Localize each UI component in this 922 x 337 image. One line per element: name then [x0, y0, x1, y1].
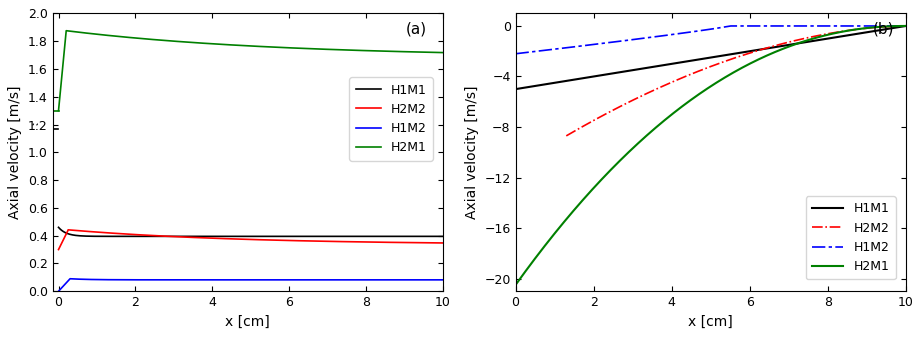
- H2M1: [778, 47, 789, 51]
- H2M1: [299, 47, 310, 51]
- H1M1: [345, 234, 356, 238]
- Line: H2M2: H2M2: [566, 26, 905, 136]
- H1M1: [550, 81, 561, 85]
- H1M2: [65, 277, 76, 281]
- H2M2: [900, 24, 911, 28]
- H1M1: [298, 234, 309, 238]
- H2M2: [277, 238, 288, 242]
- Text: (b): (b): [872, 22, 894, 37]
- H1M2: [510, 52, 521, 56]
- Line: H2M2: H2M2: [58, 230, 443, 250]
- H2M1: [53, 109, 64, 113]
- H2M2: [656, 85, 668, 89]
- H2M2: [825, 31, 836, 35]
- H2M1: [822, 33, 833, 37]
- X-axis label: x [cm]: x [cm]: [226, 315, 270, 329]
- H2M2: [668, 80, 680, 84]
- H2M2: [561, 134, 572, 138]
- H2M2: [437, 241, 448, 245]
- H1M2: [682, 30, 693, 34]
- H2M1: [287, 46, 298, 50]
- H1M1: [277, 234, 288, 238]
- H1M2: [277, 278, 288, 282]
- H1M1: [778, 44, 789, 48]
- H1M2: [384, 278, 396, 282]
- H1M1: [287, 234, 298, 238]
- H1M1: [822, 37, 833, 41]
- H1M2: [815, 24, 826, 28]
- H2M1: [437, 51, 448, 55]
- H1M1: [668, 62, 679, 66]
- H1M2: [77, 277, 89, 281]
- H2M1: [814, 35, 825, 39]
- H1M1: [682, 59, 693, 63]
- H1M2: [778, 24, 789, 28]
- H1M2: [345, 278, 356, 282]
- H1M2: [668, 32, 679, 36]
- Line: H2M1: H2M1: [515, 26, 905, 285]
- H2M2: [345, 240, 356, 244]
- Y-axis label: Axial velocity [m/s]: Axial velocity [m/s]: [465, 86, 479, 219]
- X-axis label: x [cm]: x [cm]: [688, 315, 733, 329]
- H2M2: [287, 239, 298, 243]
- Legend: H1M1, H2M2, H1M2, H2M1: H1M1, H2M2, H1M2, H2M1: [806, 196, 895, 279]
- Line: H2M1: H2M1: [58, 31, 443, 111]
- H2M1: [550, 231, 561, 235]
- H1M1: [814, 38, 825, 42]
- H1M2: [550, 47, 561, 51]
- H2M2: [299, 239, 310, 243]
- H2M1: [682, 100, 693, 104]
- H1M2: [822, 24, 833, 28]
- H2M2: [53, 248, 64, 252]
- H1M1: [384, 234, 396, 238]
- Line: H1M2: H1M2: [58, 279, 443, 291]
- Line: H1M2: H1M2: [515, 26, 905, 54]
- H2M2: [77, 229, 89, 233]
- H1M2: [725, 24, 736, 28]
- H1M1: [77, 234, 88, 238]
- H2M1: [510, 283, 521, 287]
- H1M1: [900, 24, 911, 28]
- H1M1: [437, 234, 448, 238]
- Legend: H1M1, H2M2, H1M2, H2M1: H1M1, H2M2, H1M2, H2M1: [349, 77, 432, 160]
- H2M2: [867, 26, 878, 30]
- Line: H1M1: H1M1: [58, 227, 443, 236]
- H2M1: [77, 31, 89, 35]
- Y-axis label: Axial velocity [m/s]: Axial velocity [m/s]: [8, 86, 22, 219]
- H1M1: [325, 234, 337, 238]
- H1M2: [287, 278, 298, 282]
- H2M1: [61, 29, 72, 33]
- H2M1: [900, 24, 911, 28]
- H2M1: [384, 49, 396, 53]
- H2M1: [277, 45, 288, 50]
- H2M1: [668, 111, 679, 115]
- H1M2: [299, 278, 310, 282]
- H1M2: [53, 289, 64, 293]
- H2M1: [345, 48, 356, 52]
- H1M2: [437, 278, 448, 282]
- H1M2: [900, 24, 911, 28]
- Line: H1M1: H1M1: [515, 26, 905, 89]
- H2M2: [384, 240, 396, 244]
- H2M2: [784, 40, 795, 44]
- H1M1: [510, 87, 521, 91]
- H1M1: [53, 225, 64, 229]
- H2M2: [644, 90, 655, 94]
- H2M2: [63, 228, 74, 232]
- Text: (a): (a): [407, 22, 427, 37]
